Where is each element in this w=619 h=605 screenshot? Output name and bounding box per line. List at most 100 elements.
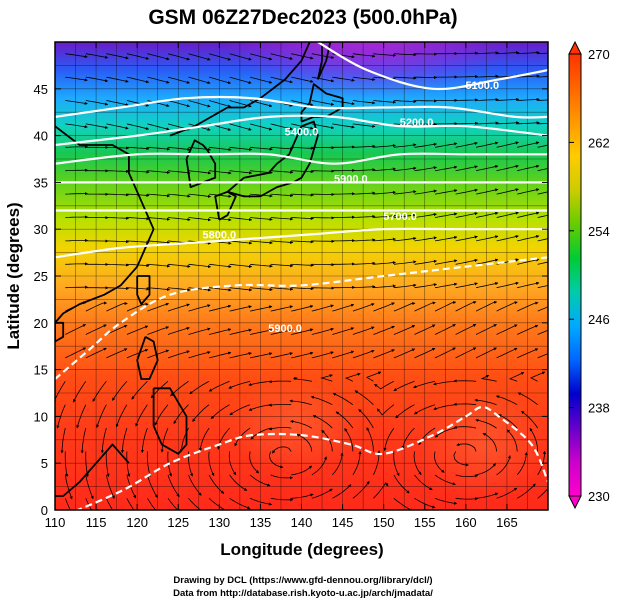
- wind-arrow: [126, 146, 150, 151]
- wind-arrow: [85, 100, 109, 106]
- wind-arrow: [495, 395, 518, 406]
- wind-arrow: [311, 456, 327, 476]
- wind-arrow: [154, 404, 169, 426]
- wind-arrow: [496, 121, 520, 125]
- x-tick-label: 150: [373, 515, 395, 530]
- wind-arrow: [106, 240, 130, 244]
- wind-arrow: [270, 217, 294, 221]
- wind-arrow: [312, 415, 333, 429]
- wind-arrow: [147, 302, 170, 312]
- wind-arrow: [496, 211, 519, 218]
- wind-arrow: [311, 100, 335, 106]
- wind-arrow: [106, 100, 129, 107]
- wind-arrow: [291, 304, 314, 312]
- y-tick-label: 25: [34, 269, 48, 284]
- wind-arrow: [453, 451, 469, 467]
- wind-arrow: [188, 498, 202, 510]
- wind-arrow: [147, 349, 170, 359]
- colorbar-tick-label: 262: [588, 135, 610, 150]
- contour-line: [55, 114, 548, 147]
- wind-arrow: [291, 193, 314, 197]
- x-tick-label: 130: [208, 515, 230, 530]
- wind-arrow: [365, 371, 382, 382]
- wind-arrow: [270, 123, 293, 131]
- wind-arrow: [455, 258, 478, 265]
- wind-arrow: [332, 484, 352, 499]
- wind-arrow: [373, 53, 397, 57]
- wind-arrow: [250, 146, 273, 151]
- wind-arrow: [434, 324, 456, 335]
- wind-arrow: [383, 427, 395, 452]
- wind-arrow: [476, 258, 499, 265]
- wind-arrow: [126, 217, 150, 221]
- wind-arrow: [249, 451, 260, 474]
- wind-arrow: [373, 144, 397, 148]
- wind-arrow: [537, 168, 548, 172]
- wind-arrow: [413, 404, 436, 415]
- wind-arrow: [373, 284, 397, 289]
- wind-arrow: [455, 98, 479, 102]
- wind-arrow: [434, 235, 458, 242]
- wind-arrow: [268, 427, 292, 431]
- wind-arrow: [208, 100, 232, 108]
- wind-arrow: [311, 304, 334, 312]
- wind-arrow: [85, 76, 109, 83]
- wind-arrow: [453, 379, 477, 383]
- wind-arrow: [434, 282, 458, 289]
- wind-arrow: [234, 427, 251, 447]
- wind-arrow: [453, 402, 477, 406]
- coastline: [169, 42, 311, 137]
- wind-arrow: [332, 76, 355, 82]
- wind-arrow: [229, 170, 253, 175]
- wind-arrow: [352, 168, 376, 172]
- wind-arrow: [480, 374, 497, 382]
- wind-arrow: [517, 211, 540, 218]
- wind-arrow: [126, 76, 150, 84]
- wind-arrow: [537, 191, 548, 195]
- wind-arrow: [455, 165, 478, 172]
- wind-arrow: [352, 285, 376, 289]
- wind-arrow: [344, 428, 354, 452]
- wind-arrow: [208, 76, 232, 85]
- wind-arrow: [60, 428, 66, 454]
- wind-arrow: [537, 353, 548, 359]
- wind-arrow: [167, 53, 191, 61]
- wind-arrow: [147, 498, 157, 510]
- wind-arrow: [65, 168, 89, 172]
- wind-arrow: [249, 76, 273, 84]
- wind-arrow: [517, 301, 539, 312]
- wind-arrow: [268, 403, 292, 407]
- wind-arrow: [335, 411, 354, 429]
- wind-arrow: [291, 493, 314, 499]
- wind-arrow: [208, 474, 225, 494]
- wind-arrow: [320, 374, 333, 382]
- wind-arrow: [250, 305, 273, 312]
- wind-arrow: [455, 497, 479, 501]
- wind-arrow: [270, 53, 293, 60]
- wind-arrow: [520, 410, 539, 429]
- wind-arrow: [516, 483, 536, 499]
- credit-line-2: Data from http://database.rish.kyoto-u.a…: [173, 588, 433, 599]
- wind-arrow: [332, 350, 355, 359]
- wind-arrow: [106, 169, 130, 174]
- wind-arrow: [311, 76, 335, 83]
- x-tick-label: 120: [126, 515, 148, 530]
- wind-arrow: [496, 455, 511, 476]
- wind-arrow: [414, 301, 436, 312]
- contour-label: 5200.0: [400, 117, 434, 129]
- wind-arrow: [126, 170, 150, 174]
- wind-arrow: [270, 146, 294, 151]
- credit-line-1: Drawing by DCL (https://www.gfd-dennou.o…: [173, 575, 432, 586]
- wind-arrow: [64, 451, 69, 478]
- wind-arrow: [167, 217, 191, 222]
- wind-arrow: [270, 170, 294, 174]
- wind-arrow: [209, 263, 232, 269]
- wind-arrow: [393, 99, 417, 104]
- wind-arrow: [455, 212, 478, 218]
- wind-arrow: [208, 451, 215, 477]
- contour-labels: 5100.0 5200.0 5400.0 5900.0 5700.0 5800.0 5900…: [203, 80, 500, 335]
- wind-arrow: [167, 326, 190, 335]
- wind-arrow: [475, 324, 497, 335]
- contour-line: [55, 256, 548, 380]
